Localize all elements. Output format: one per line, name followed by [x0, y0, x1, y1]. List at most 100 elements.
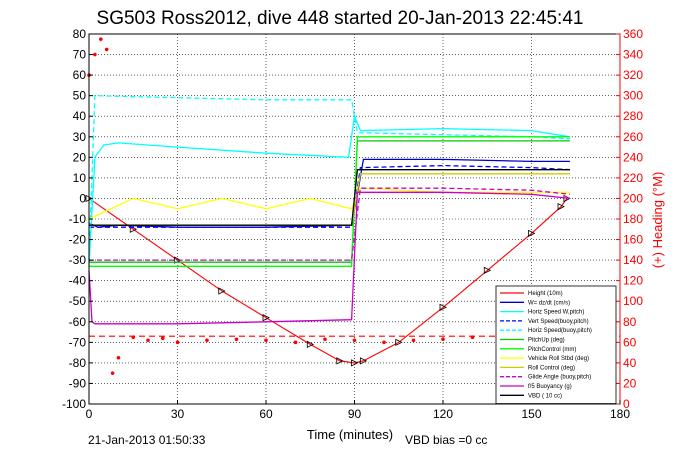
right-tick-label: 140: [623, 253, 643, 267]
height-marker: [563, 194, 571, 203]
legend-entry: Vert Speed(buoy,pitch): [528, 319, 589, 325]
heading-point: [175, 340, 180, 345]
footer-timestamp: 21-Jan-2013 01:50:33: [88, 433, 206, 447]
legend-entry: PitchControl (mm): [528, 347, 576, 353]
heading-point: [293, 340, 298, 345]
series-layer: [85, 37, 620, 375]
legend-entry: Horiz Speed(buoy,pitch): [528, 328, 592, 334]
series-line-9: [89, 187, 570, 261]
left-tick-label: 80: [73, 27, 87, 41]
right-tick-label: 300: [623, 89, 643, 103]
legend-entry: Horiz Speed W,pitch): [528, 310, 584, 316]
series-line-4: [88, 95, 570, 261]
bottom-tick-label: 150: [521, 407, 541, 421]
legend-entry: Vehicle Roll Stbd (deg): [528, 356, 589, 362]
left-tick-label: -50: [69, 294, 87, 308]
legend-entry: f/5 Buoyancy (g): [528, 384, 572, 390]
heading-point: [93, 52, 97, 57]
left-tick-labels: -100-90-80-70-60-50-40-30-20-10010203040…: [62, 27, 86, 411]
series-line-6: [89, 136, 570, 267]
legend-entry: Roll Control (deg): [528, 365, 575, 371]
heading-point: [99, 37, 103, 41]
series-line-5: [89, 140, 570, 263]
heading-point: [160, 336, 165, 341]
left-tick-label: 30: [73, 130, 87, 144]
axes: [88, 33, 621, 405]
series-line-10: [88, 191, 570, 325]
right-tick-label: 20: [623, 376, 637, 390]
series-line-8: [89, 173, 570, 226]
series-line-7: [88, 187, 570, 220]
right-tick-label: 340: [623, 48, 643, 62]
right-tick-label: 60: [623, 335, 637, 349]
right-tick-label: 180: [623, 212, 643, 226]
right-tick-label: 160: [623, 233, 643, 247]
height-marker: [557, 203, 565, 211]
legend-box: [495, 285, 617, 404]
right-axis-label: (+) Heading (°M): [650, 172, 665, 269]
heading-point: [323, 337, 327, 342]
left-tick-label: 60: [73, 68, 87, 82]
heading-point: [116, 355, 121, 360]
heading-point: [104, 47, 109, 52]
right-tick-label: 200: [623, 191, 643, 205]
left-tick-label: -30: [69, 253, 87, 267]
footer-vbd-bias: VBD bias =0 cc: [405, 433, 487, 447]
left-tick-label: -80: [69, 356, 87, 370]
height-marker: [351, 359, 359, 367]
bottom-tick-label: 60: [259, 407, 273, 421]
left-tick-label: -90: [69, 376, 87, 390]
right-tick-label: 0: [623, 397, 630, 411]
right-tick-label: 100: [623, 294, 643, 308]
bottom-tick-label: 0: [86, 407, 93, 421]
left-tick-label: 70: [73, 48, 87, 62]
right-tick-label: 120: [623, 274, 643, 288]
series-line-0: [88, 197, 568, 364]
height-marker: [306, 340, 315, 349]
height-marker: [439, 303, 447, 312]
height-marker: [528, 229, 536, 238]
series-line-3: [89, 164, 570, 228]
x-axis-label: Time (minutes): [307, 427, 393, 442]
bottom-tick-label: 180: [610, 407, 630, 421]
height-marker: [359, 357, 368, 365]
left-tick-label: -40: [69, 274, 87, 288]
right-tick-labels: 0 20 40 60 80 100 120 140 160 180 200 220 240 260 280 3…: [623, 27, 643, 411]
heading-point: [146, 338, 150, 343]
left-tick-label: -100: [62, 397, 86, 411]
legend-entry: PitchUp (deg): [528, 338, 565, 344]
right-tick-label: 80: [623, 315, 637, 329]
legend-entry: W= dz/dt (cm/s): [528, 300, 570, 306]
bottom-tick-label: 30: [171, 407, 185, 421]
left-tick-label: 20: [73, 150, 87, 164]
height-marker: [218, 287, 226, 295]
bottom-tick-label: 120: [433, 407, 453, 421]
bottom-tick-labels: 0 30 60 90 120 150 180: [86, 407, 631, 421]
left-tick-label: 50: [73, 89, 87, 103]
right-tick-label: 320: [623, 68, 643, 82]
right-tick-label: 360: [623, 27, 643, 41]
series-line-11: [89, 169, 570, 226]
left-tick-label: 40: [73, 109, 87, 123]
legend-entry: Glide Angle (buoy,pitch): [528, 375, 591, 381]
height-marker: [336, 357, 344, 365]
height-marker: [262, 314, 270, 322]
right-tick-label: 40: [623, 356, 637, 370]
right-tick-label: 220: [623, 171, 643, 185]
heading-point: [264, 338, 268, 343]
heading-point: [205, 338, 209, 343]
left-tick-label: -20: [69, 233, 87, 247]
left-tick-label: -60: [69, 315, 87, 329]
heading-point: [131, 335, 136, 339]
legend-entry: Height (10m): [528, 291, 563, 297]
heading-point: [110, 371, 115, 375]
legend: Height (10m) W= dz/dt (cm/s) Horiz Speed W…: [495, 285, 617, 404]
bottom-tick-label: 90: [348, 407, 362, 421]
heading-point: [382, 340, 386, 345]
chart-title: SG503 Ross2012, dive 448 started 20-Jan-…: [97, 8, 584, 29]
height-marker: [395, 338, 403, 346]
heading-point: [234, 337, 239, 342]
left-tick-label: 0: [79, 191, 86, 205]
heading-point: [352, 338, 357, 343]
